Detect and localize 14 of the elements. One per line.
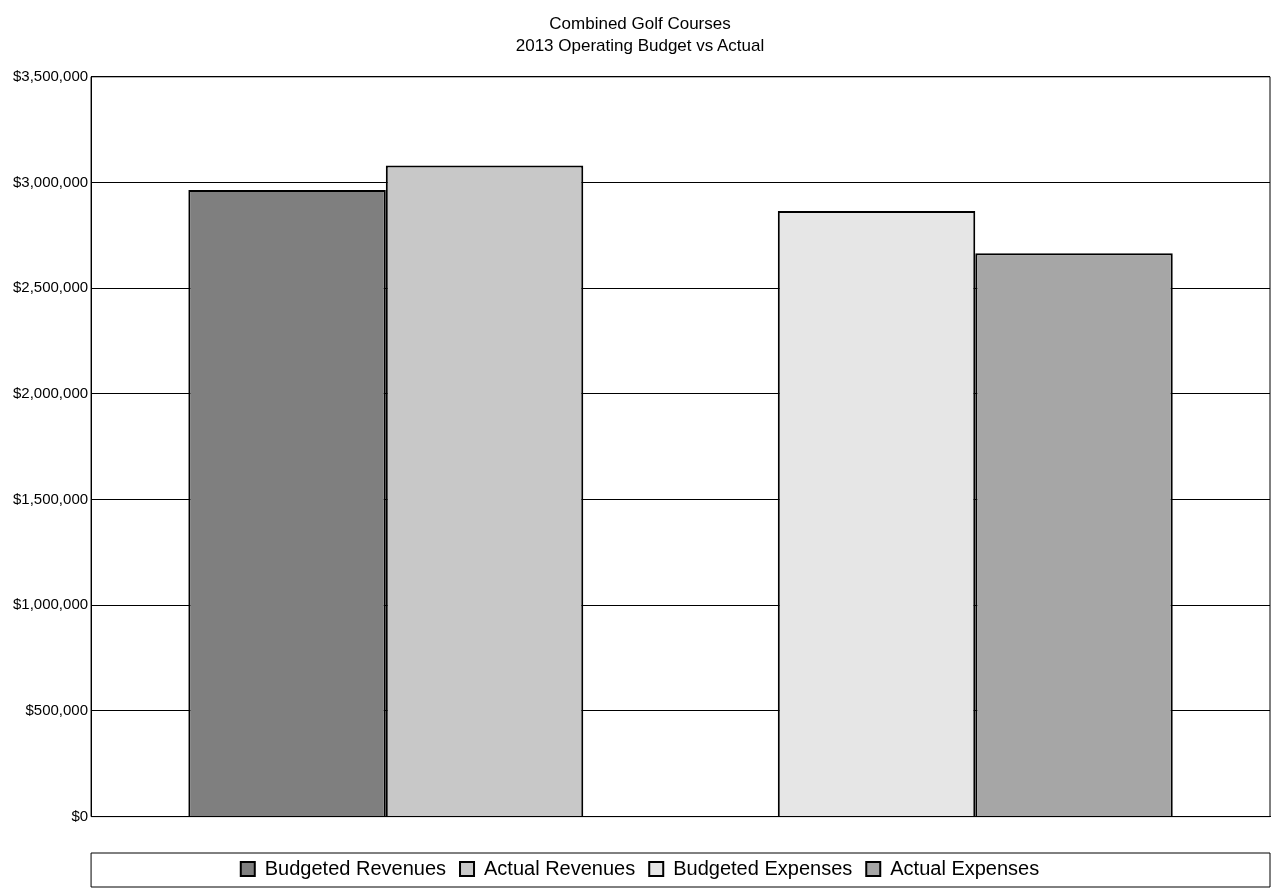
y-tick-label: $500,000 [25, 701, 89, 719]
chart-subtitle: 2013 Operating Budget vs Actual [515, 36, 765, 56]
legend-label: Actual Revenues [484, 856, 636, 879]
y-tick-label: $2,000,000 [13, 384, 89, 401]
y-tick-label: $1,000,000 [13, 595, 89, 613]
legend-label: Budgeted Revenues [264, 856, 447, 879]
y-tick-label: $2,500,000 [13, 278, 89, 296]
legend-label: Actual Expenses [890, 856, 1040, 879]
y-tick-label: $0 [71, 806, 89, 824]
chart-title: Combined Golf Courses [549, 13, 731, 33]
legend-label: Budgeted Expenses [673, 856, 853, 879]
y-tick-label: $3,500,000 [13, 66, 89, 84]
y-tick-label: $3,000,000 [13, 172, 89, 190]
y-tick-label: $1,500,000 [13, 489, 89, 507]
